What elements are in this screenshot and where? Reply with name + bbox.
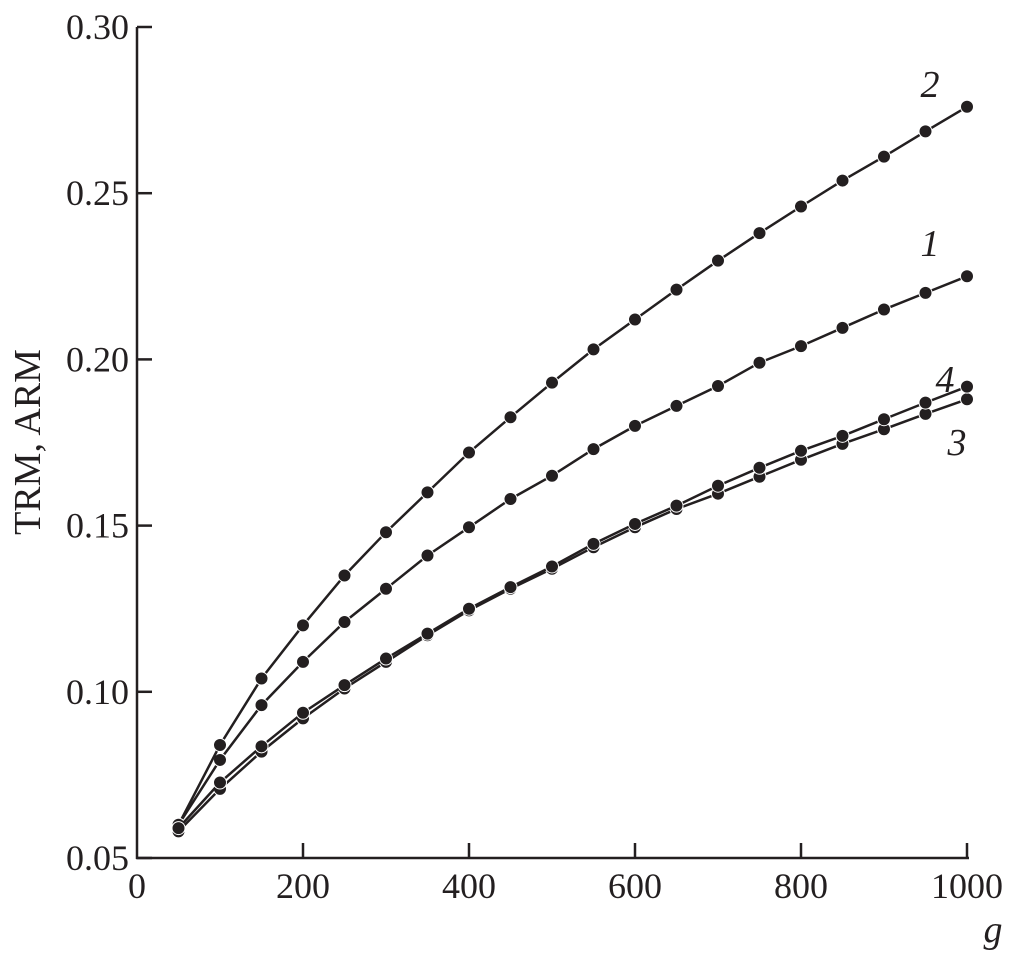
data-point-1 [462,520,476,535]
data-point-4 [669,498,684,513]
y-tick-label: 0.20 [66,339,129,379]
series-line-2 [177,105,968,826]
x-tick-label: 0 [128,866,146,906]
data-point-2 [379,525,393,540]
series-4: 4 [171,359,974,836]
series-line-4 [177,385,968,829]
data-point-1 [420,548,435,563]
data-point-1 [379,581,393,596]
data-point-4 [918,395,933,410]
y-axis-label: TRM, ARM [7,349,49,535]
data-point-1 [628,418,642,433]
data-point-2 [711,253,725,268]
data-point-4 [296,705,310,720]
x-tick-label: 200 [276,866,330,906]
data-point-4 [794,443,808,458]
x-tick-label: 400 [442,866,496,906]
data-point-4 [213,775,227,790]
data-point-1 [835,320,850,335]
curve-label-1: 1 [921,223,940,265]
data-point-2 [545,375,559,390]
data-point-1 [296,654,310,669]
data-point-4 [379,651,393,666]
y-tick-label: 0.15 [66,506,129,546]
series-group: 1 2 3 4 [171,64,974,839]
curve-label-4: 4 [936,359,955,401]
data-point-4 [586,536,601,551]
data-point-1 [752,355,767,370]
data-point-1 [794,339,808,354]
series-line-1 [177,275,968,826]
y-tick-label: 0.25 [66,173,129,213]
series-3: 3 [171,392,974,839]
curve-label-2: 2 [921,64,940,106]
data-point-4 [545,559,559,574]
data-point-1 [337,614,352,629]
data-point-2 [918,124,933,139]
data-point-4 [877,412,891,427]
data-point-1 [960,269,974,284]
data-point-1 [586,442,601,457]
axes: 0.05 0.10 0.15 0.20 0.25 0.30 0 200 400 600 800 100… [66,7,1003,906]
data-point-2 [503,410,518,425]
data-point-4 [960,379,974,394]
data-point-1 [877,302,891,317]
x-tick-label: 1000 [931,866,1003,906]
data-point-1 [711,378,725,393]
data-point-2 [213,737,227,752]
y-tick-label: 0.05 [66,838,129,878]
data-point-2 [462,445,476,460]
data-point-4 [711,478,725,493]
series-1: 1 [171,223,974,832]
x-axis-label: g [984,909,1003,951]
x-tick-label: 800 [774,866,828,906]
data-point-2 [752,226,767,241]
data-point-4 [462,601,476,616]
series-line-3 [177,398,968,833]
data-point-4 [337,678,352,693]
data-point-1 [503,492,518,507]
curve-label-3: 3 [947,422,967,464]
data-point-2 [337,568,352,583]
data-point-4 [628,516,642,531]
data-point-2 [835,173,850,188]
data-point-4 [503,580,518,595]
data-point-2 [794,199,808,214]
data-point-2 [669,282,684,297]
y-tick-label: 0.10 [66,672,129,712]
data-point-3 [960,392,974,407]
data-point-2 [877,149,891,164]
data-point-4 [254,739,269,754]
series-2: 2 [171,64,974,832]
x-tick-label: 600 [608,866,662,906]
data-point-2 [960,99,974,114]
data-point-4 [752,460,767,475]
data-point-2 [628,312,642,327]
data-point-1 [254,698,269,713]
data-point-4 [171,821,186,836]
data-point-1 [545,468,559,483]
data-point-1 [918,285,933,300]
data-point-2 [420,485,435,500]
data-point-2 [296,618,310,633]
data-point-2 [586,342,601,357]
data-point-4 [835,428,850,443]
data-point-4 [420,626,435,641]
data-point-2 [254,671,269,686]
data-point-1 [669,398,684,413]
y-tick-label: 0.30 [66,7,129,47]
